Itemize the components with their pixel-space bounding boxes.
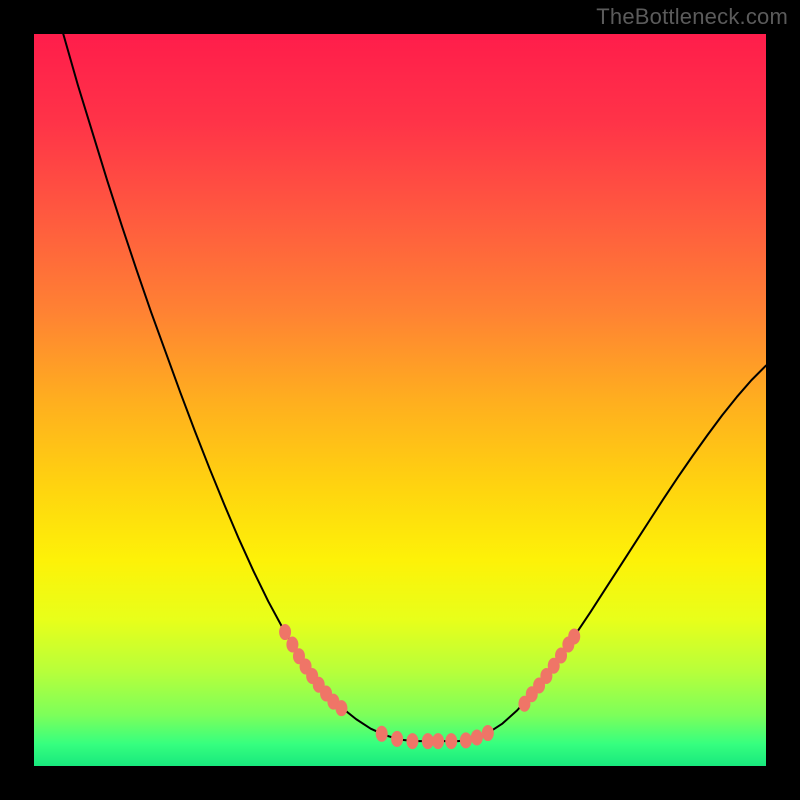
plot-background	[34, 34, 766, 766]
curve-marker	[482, 725, 494, 741]
curve-marker	[335, 700, 347, 716]
curve-marker	[376, 726, 388, 742]
watermark-text: TheBottleneck.com	[596, 4, 788, 30]
curve-marker	[279, 624, 291, 640]
curve-marker	[568, 628, 580, 644]
curve-marker	[471, 729, 483, 745]
curve-marker	[406, 733, 418, 749]
chart-svg	[0, 0, 800, 800]
curve-marker	[432, 733, 444, 749]
curve-marker	[460, 732, 472, 748]
chart-frame: TheBottleneck.com	[0, 0, 800, 800]
curve-marker	[445, 733, 457, 749]
curve-marker	[391, 731, 403, 747]
curve-marker	[422, 733, 434, 749]
